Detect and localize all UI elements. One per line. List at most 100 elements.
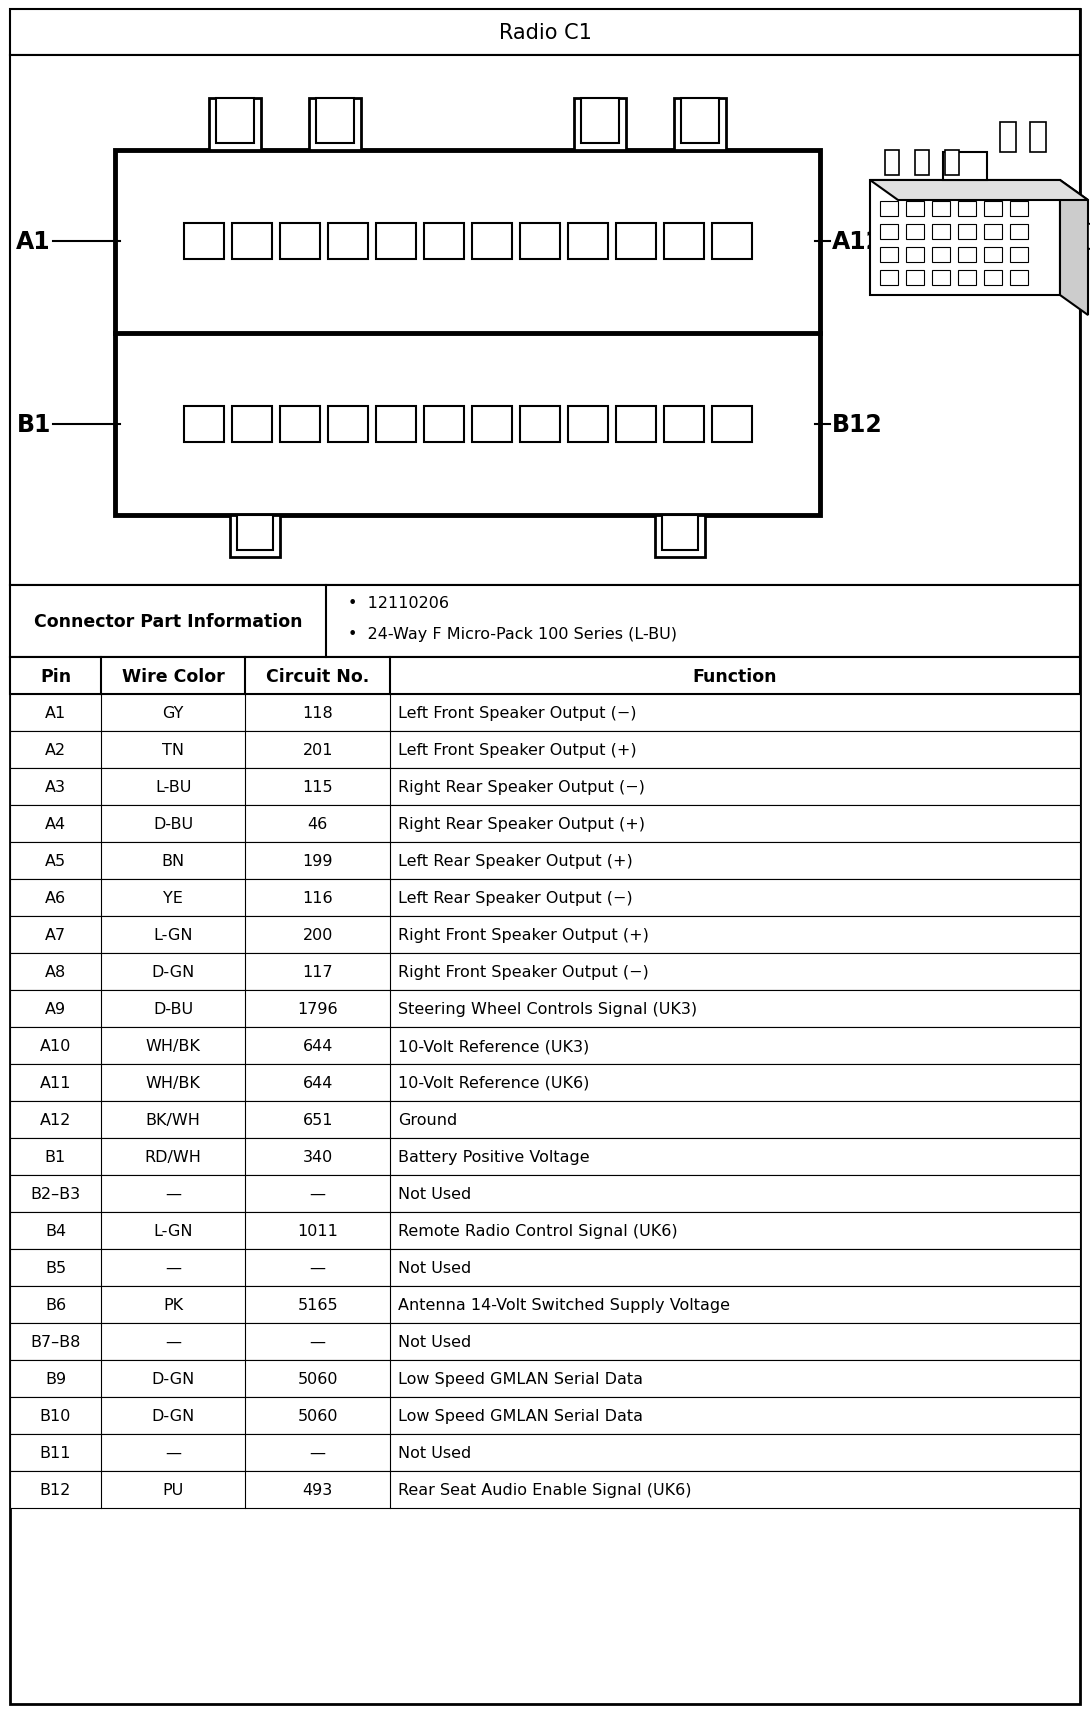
Bar	[1000, 123, 1016, 153]
Bar	[616, 406, 655, 442]
Text: B10: B10	[40, 1409, 71, 1423]
Bar	[880, 225, 898, 240]
Text: A3: A3	[45, 780, 66, 795]
Bar	[231, 225, 271, 261]
Bar	[10, 1138, 1080, 1176]
Text: B1: B1	[16, 413, 51, 437]
Bar	[10, 1212, 1080, 1250]
Text: 200: 200	[302, 927, 332, 943]
Text: 493: 493	[303, 1483, 332, 1496]
Text: Function: Function	[692, 667, 777, 686]
Bar	[10, 586, 1080, 658]
Text: A6: A6	[45, 891, 66, 905]
Bar	[958, 249, 976, 262]
Bar	[10, 953, 1080, 991]
Text: YE: YE	[164, 891, 183, 905]
Text: —: —	[166, 1445, 181, 1460]
Bar	[10, 1323, 1080, 1361]
Bar	[906, 271, 924, 286]
Bar	[10, 806, 1080, 843]
Bar	[10, 1176, 1080, 1212]
Bar	[424, 225, 463, 261]
Bar	[375, 225, 415, 261]
Bar	[958, 202, 976, 218]
Text: L-BU: L-BU	[155, 780, 192, 795]
Bar	[216, 99, 254, 144]
Bar	[943, 153, 988, 182]
Bar	[10, 843, 1080, 879]
Bar	[10, 658, 1080, 694]
Text: B6: B6	[45, 1297, 66, 1313]
Bar	[906, 202, 924, 218]
Bar	[10, 917, 1080, 953]
Text: A9: A9	[45, 1001, 66, 1016]
Text: WH/BK: WH/BK	[146, 1039, 201, 1054]
Text: A1: A1	[16, 230, 51, 254]
Text: B1: B1	[45, 1150, 66, 1164]
Bar	[10, 1250, 1080, 1286]
Text: D-BU: D-BU	[153, 816, 193, 831]
Bar	[10, 732, 1080, 768]
Text: —: —	[310, 1333, 326, 1349]
Text: A8: A8	[45, 965, 66, 979]
Text: 118: 118	[302, 706, 334, 720]
Text: Right Front Speaker Output (−): Right Front Speaker Output (−)	[398, 965, 649, 979]
Text: Wire Color: Wire Color	[122, 667, 225, 686]
Bar	[664, 406, 703, 442]
Bar	[375, 406, 415, 442]
Text: Low Speed GMLAN Serial Data: Low Speed GMLAN Serial Data	[398, 1409, 643, 1423]
Bar	[655, 516, 705, 557]
Text: Steering Wheel Controls Signal (UK3): Steering Wheel Controls Signal (UK3)	[398, 1001, 697, 1016]
Text: Remote Radio Control Signal (UK6): Remote Radio Control Signal (UK6)	[398, 1224, 678, 1238]
Bar	[1010, 202, 1028, 218]
Text: A12: A12	[40, 1112, 71, 1128]
Text: A12: A12	[832, 230, 883, 254]
Bar	[945, 151, 959, 177]
Bar	[932, 249, 950, 262]
Bar	[568, 225, 607, 261]
Bar	[327, 225, 367, 261]
Text: A5: A5	[45, 854, 66, 869]
Bar	[10, 694, 1080, 732]
Text: 10-Volt Reference (UK3): 10-Volt Reference (UK3)	[398, 1039, 589, 1054]
Bar	[616, 225, 655, 261]
Text: 5060: 5060	[298, 1371, 338, 1387]
Bar	[116, 151, 820, 516]
Bar	[906, 249, 924, 262]
Text: 201: 201	[302, 742, 332, 758]
Bar	[472, 225, 511, 261]
Text: A4: A4	[45, 816, 66, 831]
Bar	[230, 516, 280, 557]
Bar	[664, 225, 703, 261]
Bar	[880, 249, 898, 262]
Text: Left Front Speaker Output (−): Left Front Speaker Output (−)	[398, 706, 637, 720]
Bar	[237, 516, 272, 550]
Bar	[674, 99, 726, 151]
Bar	[10, 1397, 1080, 1435]
Text: Right Rear Speaker Output (+): Right Rear Speaker Output (+)	[398, 816, 645, 831]
Text: Ground: Ground	[398, 1112, 457, 1128]
Text: BN: BN	[161, 854, 184, 869]
Text: A10: A10	[40, 1039, 71, 1054]
Text: GY: GY	[162, 706, 184, 720]
Text: Radio C1: Radio C1	[498, 22, 592, 43]
Bar	[958, 225, 976, 240]
Bar	[10, 768, 1080, 806]
Text: 10-Volt Reference (UK6): 10-Volt Reference (UK6)	[398, 1075, 590, 1090]
Text: A11: A11	[39, 1075, 71, 1090]
Text: 5060: 5060	[298, 1409, 338, 1423]
Bar	[581, 99, 619, 144]
Text: B12: B12	[40, 1483, 71, 1496]
Bar	[10, 1471, 1080, 1508]
Bar	[712, 225, 751, 261]
Text: 199: 199	[302, 854, 332, 869]
Text: Circuit No.: Circuit No.	[266, 667, 370, 686]
Bar	[932, 271, 950, 286]
Text: •  24-Way F Micro-Pack 100 Series (L-BU): • 24-Way F Micro-Pack 100 Series (L-BU)	[348, 626, 677, 641]
Text: Right Front Speaker Output (+): Right Front Speaker Output (+)	[398, 927, 649, 943]
Bar	[885, 151, 899, 177]
Text: BK/WH: BK/WH	[146, 1112, 201, 1128]
Bar	[327, 406, 367, 442]
Bar	[183, 225, 223, 261]
Bar	[681, 99, 719, 144]
